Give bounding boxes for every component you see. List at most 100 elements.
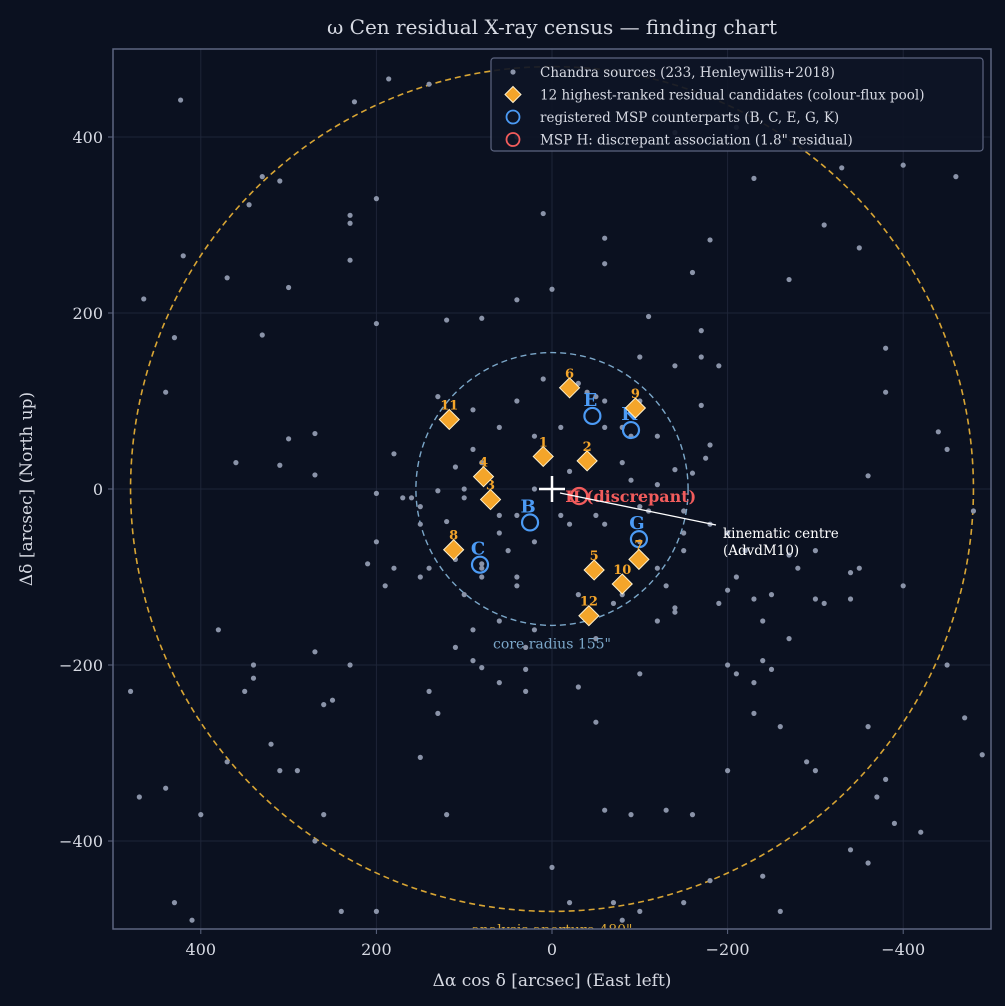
chandra-source-point (681, 900, 687, 906)
legend-entry-label: Chandra sources (233, Henleywillis+2018) (540, 65, 835, 81)
chandra-source-point (795, 565, 801, 571)
msp-label: G (629, 513, 644, 534)
chandra-source-point (286, 436, 292, 442)
chandra-source-point (593, 394, 599, 400)
chandra-source-point (804, 759, 810, 765)
candidate-label: 3 (486, 479, 495, 494)
chandra-source-point (549, 286, 555, 292)
candidate-label: 6 (565, 367, 574, 382)
y-tick-label: −200 (59, 656, 103, 675)
chandra-source-point (347, 662, 353, 668)
msp-marker (583, 406, 602, 426)
chandra-source-point (127, 688, 134, 695)
chandra-source-point (479, 665, 485, 671)
chandra-source-point (351, 99, 358, 105)
chandra-source-point (417, 574, 423, 580)
chandra-source-point (733, 574, 739, 580)
x-tick-label: 200 (361, 940, 392, 959)
x-axis-label: Δα cos δ [arcsec] (East left) (433, 971, 672, 991)
chandra-source-point (540, 376, 546, 382)
x-tick-label: −200 (706, 940, 750, 959)
chandra-source-point (593, 636, 599, 642)
chandra-source-point (760, 873, 766, 879)
chandra-source-point (689, 269, 696, 276)
chandra-source-point (514, 297, 520, 303)
chandra-source-point (531, 539, 538, 545)
axis-ticks: 400 200 0 −200 −400 400 200 0 −200 −400 (59, 128, 925, 959)
chandra-source-point (689, 470, 696, 476)
chandra-source-point (856, 245, 862, 251)
y-tick-label: 200 (72, 304, 103, 323)
core-circle (415, 351, 689, 627)
chandra-source-point (865, 724, 871, 730)
chandra-source-point (847, 570, 854, 576)
chandra-source-point (786, 552, 792, 558)
chandra-source-point (566, 900, 573, 906)
chandra-source-point (707, 878, 713, 884)
candidate-marker (442, 539, 465, 561)
chandra-source-point (689, 812, 696, 818)
msp-h-label: H (discrepant) (565, 487, 696, 506)
chandra-source-point (944, 662, 950, 668)
candidate-marker (472, 465, 495, 488)
chandra-source-point (918, 829, 924, 835)
chandra-source-point (900, 583, 906, 589)
chandra-source-point (777, 908, 783, 915)
chandra-source-point (215, 627, 221, 633)
chandra-source-point (812, 768, 819, 774)
chandra-source-point (329, 697, 336, 703)
chandra-source-point (672, 605, 678, 611)
chandra-source-point (294, 768, 300, 774)
candidate-marker (576, 450, 598, 472)
chandra-source-point (347, 257, 353, 263)
chandra-source-point (312, 649, 318, 655)
chandra-source-point (373, 908, 379, 915)
chandra-source-point (698, 354, 704, 360)
chandra-source-point (250, 675, 257, 681)
chandra-source-point (224, 275, 230, 281)
chandra-source-point (979, 752, 985, 758)
candidate-label: 9 (631, 387, 640, 402)
chandra-source-point (373, 320, 379, 327)
candidate-marker (583, 559, 605, 581)
chandra-source-point (514, 574, 520, 580)
candidate-label: 4 (479, 456, 488, 471)
chandra-source-point (461, 486, 467, 492)
chandra-source-point (347, 220, 353, 226)
candidate-marker (628, 548, 650, 571)
chandra-source-point (435, 710, 441, 717)
chandra-source-point (461, 592, 467, 598)
chandra-source-point (180, 253, 186, 259)
chandra-source-point (654, 433, 660, 439)
chandra-source-point (141, 296, 147, 302)
chandra-source-point (628, 812, 634, 818)
y-tick-label: −400 (59, 832, 103, 851)
chandra-source-point (681, 508, 687, 514)
candidate-label: 12 (580, 595, 598, 610)
chandra-source-point (444, 317, 450, 323)
chandra-source-point (312, 472, 318, 478)
chandra-source-point (470, 446, 476, 452)
chandra-source-point (277, 768, 283, 774)
chandra-source-point (321, 702, 327, 708)
chandra-source-point (540, 210, 546, 217)
chandra-source-point (496, 424, 502, 430)
chandra-source-point (523, 644, 529, 651)
chandra-source-point (602, 261, 608, 267)
chandra-source-point (751, 596, 757, 602)
chandra-source-point (786, 276, 792, 283)
chandra-source-point (136, 794, 142, 800)
chandra-source-point (593, 512, 599, 519)
chandra-source-point (321, 812, 327, 818)
candidate-label: 10 (613, 563, 631, 578)
chandra-source-point (408, 495, 415, 501)
chandra-source-point (891, 820, 898, 827)
chandra-source-point (637, 504, 643, 510)
chandra-source-point (637, 671, 643, 677)
msp-marker (470, 555, 490, 574)
candidate-label: 1 (539, 435, 548, 450)
chandra-source-point (373, 196, 379, 202)
chandra-source-point (558, 512, 564, 519)
legend-entry-label: MSP H: discrepant association (1.8" resi… (540, 133, 853, 149)
